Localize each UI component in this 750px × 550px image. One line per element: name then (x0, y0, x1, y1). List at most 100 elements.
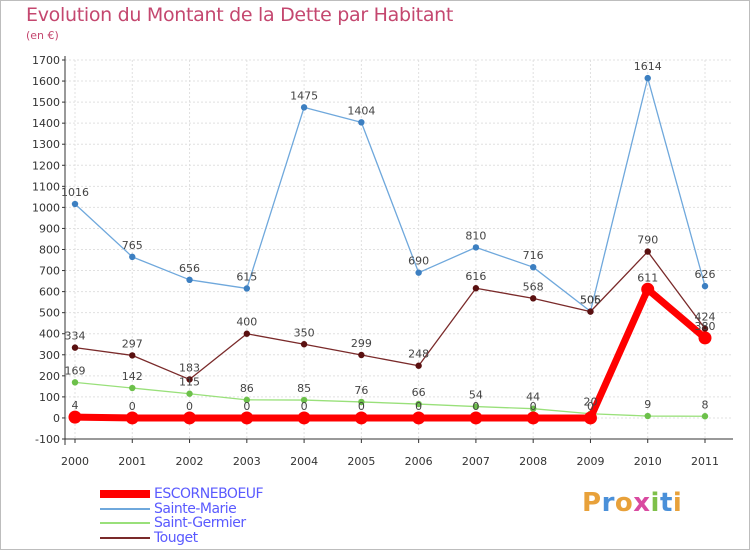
logo-letter: i (672, 488, 683, 518)
data-label: 350 (294, 326, 315, 339)
data-point (71, 379, 79, 386)
data-label: 66 (412, 386, 426, 399)
data-point (297, 411, 311, 425)
data-label: 1016 (61, 186, 89, 199)
data-label: 85 (297, 382, 311, 395)
data-point (300, 341, 308, 348)
x-tick-label: 2000 (61, 455, 89, 468)
proxiti-logo: Proxiti (582, 488, 682, 518)
series-line-sainte-marie (74, 77, 706, 313)
y-tick-label: 1600 (32, 75, 60, 88)
chart-unit: (en €) (26, 29, 59, 42)
legend-swatch (100, 522, 150, 524)
x-tick-label: 2011 (691, 455, 719, 468)
data-label: 9 (644, 398, 651, 411)
data-point (644, 248, 651, 255)
data-point (587, 308, 594, 315)
logo-letter: r (601, 488, 615, 518)
data-label: 0 (186, 400, 193, 413)
data-point (469, 411, 483, 425)
data-label: 0 (472, 400, 479, 413)
legend-swatch (100, 536, 150, 539)
data-point (644, 412, 651, 420)
logo-letter: i (650, 488, 660, 518)
data-label: 142 (122, 370, 143, 383)
data-point (641, 282, 655, 296)
data-label: 76 (354, 384, 368, 397)
data-label: 86 (240, 382, 254, 395)
data-label: 615 (236, 270, 257, 283)
data-point (415, 362, 422, 369)
data-label: 0 (301, 400, 308, 413)
x-tick-label: 2008 (519, 455, 547, 468)
legend-label: Touget (154, 529, 198, 546)
legend: ESCORNEBOEUF Sainte-Marie Saint-Germier Tou… (100, 486, 360, 546)
y-tick-label: -100 (35, 433, 60, 446)
legend-item: Saint-Germier (100, 515, 360, 531)
data-label: 299 (351, 337, 372, 350)
legend-label: ESCORNEBOEUF (154, 486, 264, 502)
data-point (129, 384, 136, 392)
data-label: 54 (469, 389, 483, 402)
y-tick-label: 1200 (32, 159, 60, 172)
legend-label: Sainte-Marie (154, 500, 237, 517)
data-label: 169 (65, 364, 86, 377)
data-label: 8 (702, 398, 709, 411)
series-line-escorneboeuf (74, 285, 708, 422)
y-tick-label: 700 (39, 265, 60, 278)
logo-letter: x (633, 488, 651, 518)
data-label: 400 (236, 316, 257, 329)
data-label: 334 (65, 330, 86, 343)
legend-item: Touget (100, 529, 360, 546)
data-point (183, 411, 197, 425)
data-point (412, 411, 426, 425)
series-line-saint-germier (74, 381, 706, 417)
y-tick-label: 0 (53, 412, 60, 425)
data-label: 611 (637, 271, 658, 284)
data-label: 1475 (290, 89, 318, 102)
data-point (129, 253, 136, 261)
y-tick-label: 300 (39, 349, 60, 362)
legend-swatch (100, 490, 150, 498)
data-label: 183 (179, 361, 200, 374)
data-label: 690 (408, 255, 429, 268)
data-label: 790 (637, 234, 658, 247)
y-tick-label: 1700 (32, 54, 60, 67)
data-point (472, 403, 480, 410)
data-point (583, 411, 597, 425)
data-point (129, 352, 136, 359)
y-tick-label: 400 (39, 328, 60, 341)
data-label: 765 (122, 239, 143, 252)
data-label: 1614 (634, 60, 662, 73)
data-label: 568 (523, 280, 544, 293)
data-point (186, 376, 193, 383)
data-label: 20 (583, 396, 597, 409)
data-label: 505 (580, 294, 601, 307)
data-label: 616 (465, 270, 486, 283)
data-point (526, 411, 540, 425)
x-tick-label: 2004 (290, 455, 318, 468)
data-point (68, 410, 82, 424)
legend-label: Saint-Germier (154, 515, 246, 531)
data-point (354, 411, 368, 425)
data-label: 0 (530, 400, 537, 413)
data-point (243, 285, 251, 292)
data-point (644, 74, 651, 82)
y-tick-label: 200 (39, 370, 60, 383)
data-point (186, 390, 193, 397)
data-point (300, 396, 308, 404)
x-tick-label: 2006 (405, 455, 433, 468)
y-tick-label: 1400 (32, 117, 60, 130)
data-label: 115 (179, 376, 200, 389)
data-point (71, 200, 79, 208)
legend-swatch (100, 507, 150, 510)
x-tick-label: 2002 (176, 455, 204, 468)
x-tick-label: 2001 (118, 455, 146, 468)
y-tick-label: 1000 (32, 201, 60, 214)
data-point (243, 330, 251, 337)
data-label: 626 (695, 268, 716, 281)
data-point (415, 269, 422, 276)
series-line-touget (74, 250, 706, 381)
data-point (701, 282, 709, 290)
